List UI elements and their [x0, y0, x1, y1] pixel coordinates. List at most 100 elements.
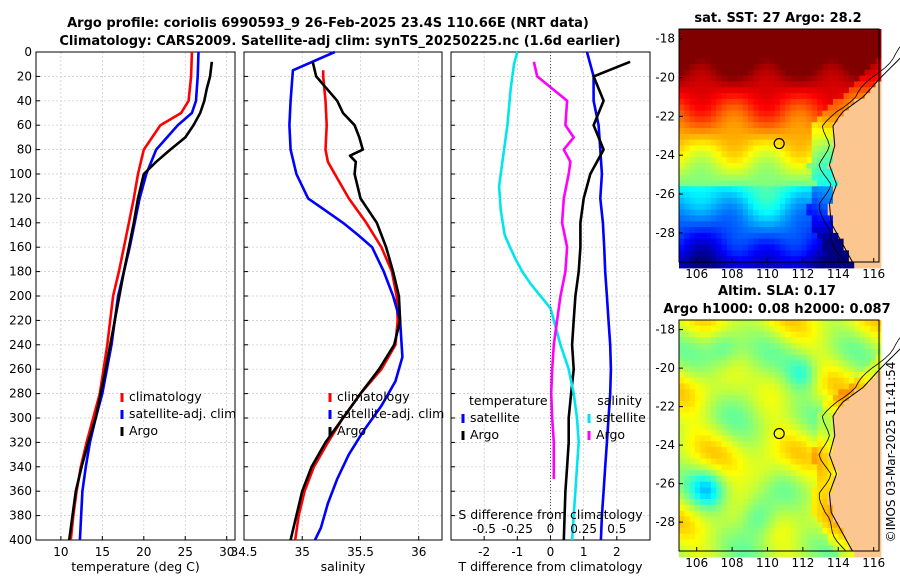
- map-cell: [758, 215, 765, 222]
- map-frame: [678, 319, 880, 552]
- map-cell: [806, 320, 813, 327]
- map-cell: [716, 533, 723, 541]
- map-cell: [705, 186, 712, 193]
- x-tick-label: -2: [478, 545, 490, 559]
- map-cell: [801, 197, 807, 205]
- map-cell: [774, 458, 781, 465]
- map-cell: [811, 116, 818, 123]
- map-cell: [700, 337, 707, 344]
- map-cell: [875, 34, 882, 42]
- map-cell: [694, 337, 701, 344]
- map-cell: [769, 533, 776, 541]
- map-cell: [705, 487, 712, 494]
- map-cell: [801, 360, 807, 367]
- map-cell: [843, 116, 850, 123]
- map-cell: [848, 133, 855, 141]
- map-cell: [838, 487, 845, 494]
- map-cell: [843, 487, 850, 494]
- map-cell: [801, 435, 807, 442]
- map-cell: [811, 180, 818, 187]
- map-cell: [801, 58, 807, 65]
- map-cell: [822, 372, 829, 379]
- map-cell: [710, 238, 717, 246]
- map-cell: [859, 221, 866, 228]
- map-cell: [732, 360, 738, 367]
- map-cell: [769, 34, 776, 42]
- map-cell: [700, 539, 707, 546]
- map-cell: [801, 110, 807, 117]
- map-cell: [769, 110, 776, 117]
- map-cell: [737, 533, 744, 541]
- map-cell: [875, 262, 882, 269]
- map-cell: [801, 203, 807, 211]
- map-cell: [753, 133, 760, 141]
- map-cell: [732, 458, 738, 465]
- map-cell: [694, 441, 701, 448]
- map-cell: [758, 40, 765, 48]
- map-frame: [678, 28, 880, 263]
- map-cell: [795, 52, 802, 59]
- map-cell: [864, 522, 871, 529]
- map-cell: [774, 475, 781, 483]
- map-cell: [864, 81, 871, 88]
- map-cell: [870, 470, 877, 477]
- map-cell: [689, 348, 696, 356]
- map-cell: [774, 493, 781, 500]
- map-cell: [827, 452, 834, 460]
- map-cell: [822, 464, 829, 471]
- map-cell: [779, 372, 786, 379]
- map-cell: [817, 104, 823, 112]
- series-line-s-satellite: [497, 51, 581, 541]
- map-cell: [848, 406, 855, 413]
- map-cell: [710, 46, 717, 53]
- map-cell: [726, 29, 733, 36]
- map-cell: [843, 481, 850, 489]
- map-cell: [827, 429, 834, 437]
- map-cell: [748, 116, 754, 123]
- map-cell: [716, 34, 723, 42]
- map-cell: [785, 238, 792, 246]
- map-cell: [859, 163, 866, 170]
- map-cell: [689, 372, 696, 379]
- map-cell: [721, 168, 728, 176]
- map-cell: [758, 139, 765, 147]
- map-cell: [769, 447, 776, 454]
- map-cell: [811, 75, 818, 82]
- map-cell: [769, 481, 776, 489]
- map-cell: [748, 104, 754, 112]
- map-cell: [710, 412, 717, 419]
- map-cell: [875, 238, 882, 246]
- map-cell: [785, 424, 792, 431]
- map-cell: [705, 180, 712, 187]
- map-cell: [790, 180, 797, 187]
- map-cell: [811, 435, 818, 442]
- map-cell: [779, 418, 786, 425]
- map-cell: [748, 377, 754, 385]
- map-cell: [870, 377, 877, 385]
- map-cell: [732, 81, 738, 88]
- y-tick-label: 60: [17, 118, 32, 132]
- map-cell: [764, 227, 770, 234]
- map-cell: [710, 168, 717, 176]
- map-cell: [811, 122, 818, 129]
- map-cell: [811, 238, 818, 246]
- map-cell: [689, 157, 696, 164]
- map-cell: [684, 168, 691, 176]
- map-cell: [811, 29, 818, 36]
- map-cell: [737, 348, 744, 356]
- map-cell: [774, 46, 781, 53]
- map-cell: [732, 354, 738, 362]
- map-x-tick-label: 110: [756, 556, 779, 570]
- map-cell: [774, 215, 781, 222]
- map-cell: [769, 69, 776, 77]
- map-cell: [689, 412, 696, 419]
- map-cell: [811, 412, 818, 419]
- map-cell: [737, 192, 744, 199]
- map-cell: [721, 320, 728, 327]
- map-cell: [753, 221, 760, 228]
- map-cell: [774, 81, 781, 88]
- map-cell: [758, 98, 765, 106]
- map-cell: [822, 29, 829, 36]
- map-cell: [838, 232, 845, 240]
- map-cell: [843, 475, 850, 483]
